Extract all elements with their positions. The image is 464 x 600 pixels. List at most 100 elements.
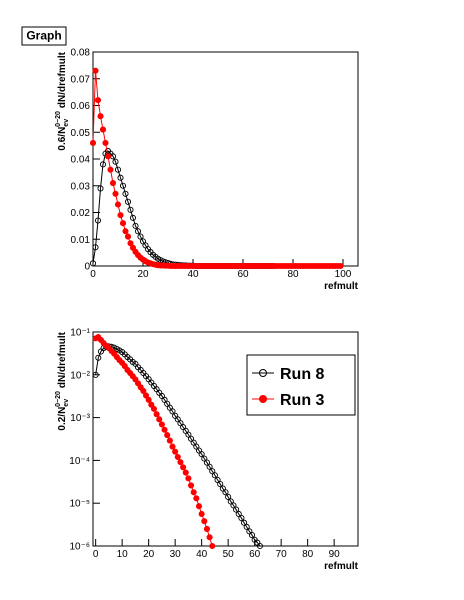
data-point <box>206 463 213 470</box>
chart-title: Graph <box>26 29 61 43</box>
legend-label: Run 3 <box>280 392 325 409</box>
data-point <box>99 161 107 168</box>
data-point <box>132 222 139 229</box>
data-point <box>185 475 192 482</box>
data-point <box>112 158 119 165</box>
data-point <box>148 401 155 408</box>
data-point <box>225 493 232 500</box>
y-tick-label: 10⁻⁶ <box>69 542 90 553</box>
data-point <box>92 371 99 378</box>
data-point <box>122 190 129 197</box>
data-point <box>119 182 127 189</box>
data-point <box>185 431 192 438</box>
x-tick-label: 80 <box>302 549 314 560</box>
data-point <box>150 405 157 412</box>
data-point <box>89 260 97 267</box>
data-point <box>169 443 176 450</box>
x-tick-label: 20 <box>143 549 155 560</box>
x-tick-label: 60 <box>237 269 249 280</box>
data-point <box>214 476 221 483</box>
y-tick-label: 10⁻⁴ <box>69 456 90 467</box>
y-tick-label: 10⁻³ <box>70 413 90 424</box>
x-tick-label: 40 <box>187 269 199 280</box>
data-point <box>211 472 218 479</box>
y-tick-label: 0.03 <box>71 181 91 192</box>
data-point <box>127 240 134 247</box>
data-point <box>190 489 197 496</box>
data-point <box>156 416 163 423</box>
y-label-suffix: dN/drefmult <box>57 331 68 388</box>
data-point <box>97 185 104 192</box>
data-point <box>187 482 195 489</box>
data-point <box>240 519 248 526</box>
data-point <box>233 506 240 513</box>
data-point <box>198 451 205 458</box>
data-point <box>238 514 245 522</box>
x-tick-label: 10 <box>117 549 129 560</box>
x-tick-label: 0 <box>90 269 96 280</box>
data-point <box>206 534 213 541</box>
data-point <box>145 396 152 403</box>
data-point <box>89 139 97 146</box>
x-tick-label: 0 <box>93 549 99 560</box>
y-axis-label: 0.6/Nev0−20 dN/drefmult <box>55 51 70 150</box>
x-tick-label: 30 <box>170 549 182 560</box>
data-point <box>124 233 132 240</box>
data-point <box>97 113 104 120</box>
data-point <box>99 126 107 133</box>
x-tick-label: 20 <box>137 269 149 280</box>
plot-frame <box>92 331 359 547</box>
y-tick-label: 0.05 <box>71 128 91 139</box>
data-point <box>122 228 129 235</box>
plot-frame <box>92 51 359 267</box>
data-point <box>153 411 160 418</box>
data-point <box>137 233 144 240</box>
y-label-prefix: 0.2/N <box>57 407 68 431</box>
data-point <box>94 97 102 104</box>
legend-marker <box>259 369 267 377</box>
x-tick-label: 50 <box>223 549 235 560</box>
data-point <box>198 510 205 518</box>
data-point <box>243 523 250 530</box>
y-tick-label: 10⁻¹ <box>70 328 90 339</box>
y-label-prefix: 0.6/N <box>57 127 68 151</box>
x-tick-label: 90 <box>329 549 341 560</box>
y-tick-label: 10⁻⁵ <box>69 499 90 510</box>
y-tick-label: 0.01 <box>71 235 91 246</box>
x-tick-label: 60 <box>249 549 261 560</box>
data-point <box>158 421 165 428</box>
y-label-sub: ev <box>63 399 70 407</box>
y-label-sup: 0−20 <box>55 391 62 407</box>
title-box <box>21 26 67 46</box>
y-tick-label: 10⁻² <box>70 370 90 381</box>
data-point <box>119 220 127 227</box>
y-tick-label: 0.02 <box>71 208 91 219</box>
legend-label: Run 8 <box>280 366 325 383</box>
y-axis-label: 0.2/Nev0−20 dN/drefmult <box>55 331 70 430</box>
legend-marker <box>259 395 267 403</box>
data-point <box>142 392 150 399</box>
series-line <box>95 336 213 547</box>
data-point <box>112 190 119 197</box>
data-point <box>140 387 147 394</box>
series-line <box>95 345 261 547</box>
data-point <box>256 542 264 550</box>
data-point <box>94 217 102 224</box>
x-tick-label: 70 <box>276 549 288 560</box>
data-point <box>201 518 208 525</box>
x-tick-label: 40 <box>196 549 208 560</box>
y-tick-label: 0.04 <box>71 155 91 166</box>
data-point <box>193 495 200 502</box>
data-point <box>109 180 117 187</box>
data-point <box>92 244 99 251</box>
x-axis-label: refmult <box>324 281 359 292</box>
data-point <box>107 166 114 173</box>
data-point <box>114 201 122 208</box>
data-point <box>134 228 142 235</box>
data-point <box>337 262 344 270</box>
data-point <box>104 153 112 160</box>
x-tick-label: 80 <box>287 269 299 280</box>
x-tick-label: 100 <box>335 269 352 280</box>
